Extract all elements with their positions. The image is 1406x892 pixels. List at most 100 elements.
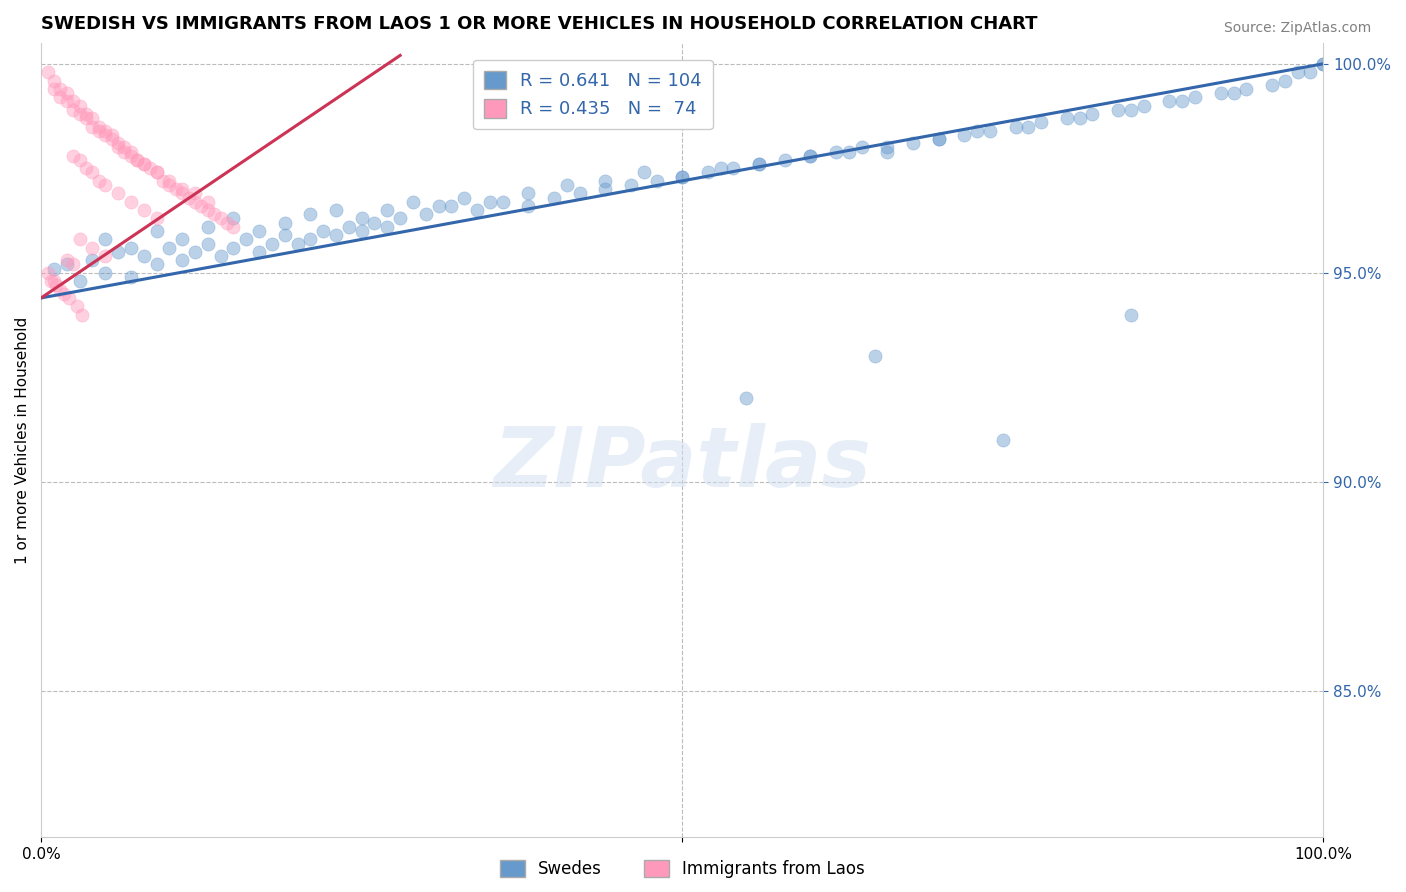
Point [100,128,122,142]
Point [127,153,149,167]
Point [114,140,136,154]
Point [69,232,91,246]
Point [928,132,950,146]
Point [202,207,225,221]
Point [723,161,745,176]
Point [979,124,1001,138]
Point [184,244,207,259]
Point [132,203,155,218]
Point [671,169,693,184]
Point [197,236,219,251]
Point [299,207,322,221]
Point [190,199,212,213]
Point [620,178,643,192]
Point [799,149,821,163]
Point [87,124,110,138]
Point [209,211,232,226]
Point [87,174,110,188]
Point [53,286,76,301]
Point [42,274,65,288]
Point [100,132,122,146]
Point [953,128,976,142]
Text: ZIPatlas: ZIPatlas [494,424,872,504]
Point [62,103,84,117]
Point [82,111,104,125]
Point [75,107,97,121]
Point [55,95,77,109]
Point [274,216,297,230]
Point [671,169,693,184]
Point [1031,115,1053,129]
Point [325,228,347,243]
Point [1261,78,1284,92]
Point [402,194,425,209]
Point [94,249,117,263]
Point [838,145,860,159]
Point [197,203,219,218]
Point [62,149,84,163]
Point [165,182,187,196]
Point [62,257,84,271]
Point [773,153,796,167]
Point [863,350,886,364]
Point [42,73,65,87]
Point [120,145,142,159]
Point [478,194,501,209]
Point [184,194,207,209]
Point [69,107,91,121]
Point [1274,73,1296,87]
Point [748,157,770,171]
Point [1171,95,1194,109]
Point [222,219,245,234]
Point [55,86,77,100]
Point [37,266,59,280]
Point [1159,95,1181,109]
Point [363,216,385,230]
Point [184,186,207,201]
Point [152,174,174,188]
Point [107,186,129,201]
Point [172,253,194,268]
Point [593,174,616,188]
Point [157,241,180,255]
Point [928,132,950,146]
Point [69,98,91,112]
Point [42,82,65,96]
Point [172,186,194,201]
Point [127,153,149,167]
Point [132,157,155,171]
Point [555,178,578,192]
Point [415,207,437,221]
Point [1312,57,1334,71]
Point [132,157,155,171]
Point [274,228,297,243]
Point [247,244,270,259]
Point [55,253,77,268]
Point [120,149,142,163]
Point [66,299,89,313]
Point [222,241,245,255]
Point [94,266,117,280]
Point [69,274,91,288]
Point [145,257,167,271]
Point [145,211,167,226]
Point [58,291,80,305]
Point [222,211,245,226]
Point [75,161,97,176]
Point [82,253,104,268]
Point [1234,82,1257,96]
Point [157,174,180,188]
Point [94,124,117,138]
Point [120,241,142,255]
Point [139,161,162,176]
Point [1312,57,1334,71]
Point [145,165,167,179]
Point [1119,103,1142,117]
Point [299,232,322,246]
Point [1132,98,1154,112]
Point [172,232,194,246]
Point [37,65,59,79]
Point [543,191,565,205]
Point [287,236,309,251]
Point [492,194,515,209]
